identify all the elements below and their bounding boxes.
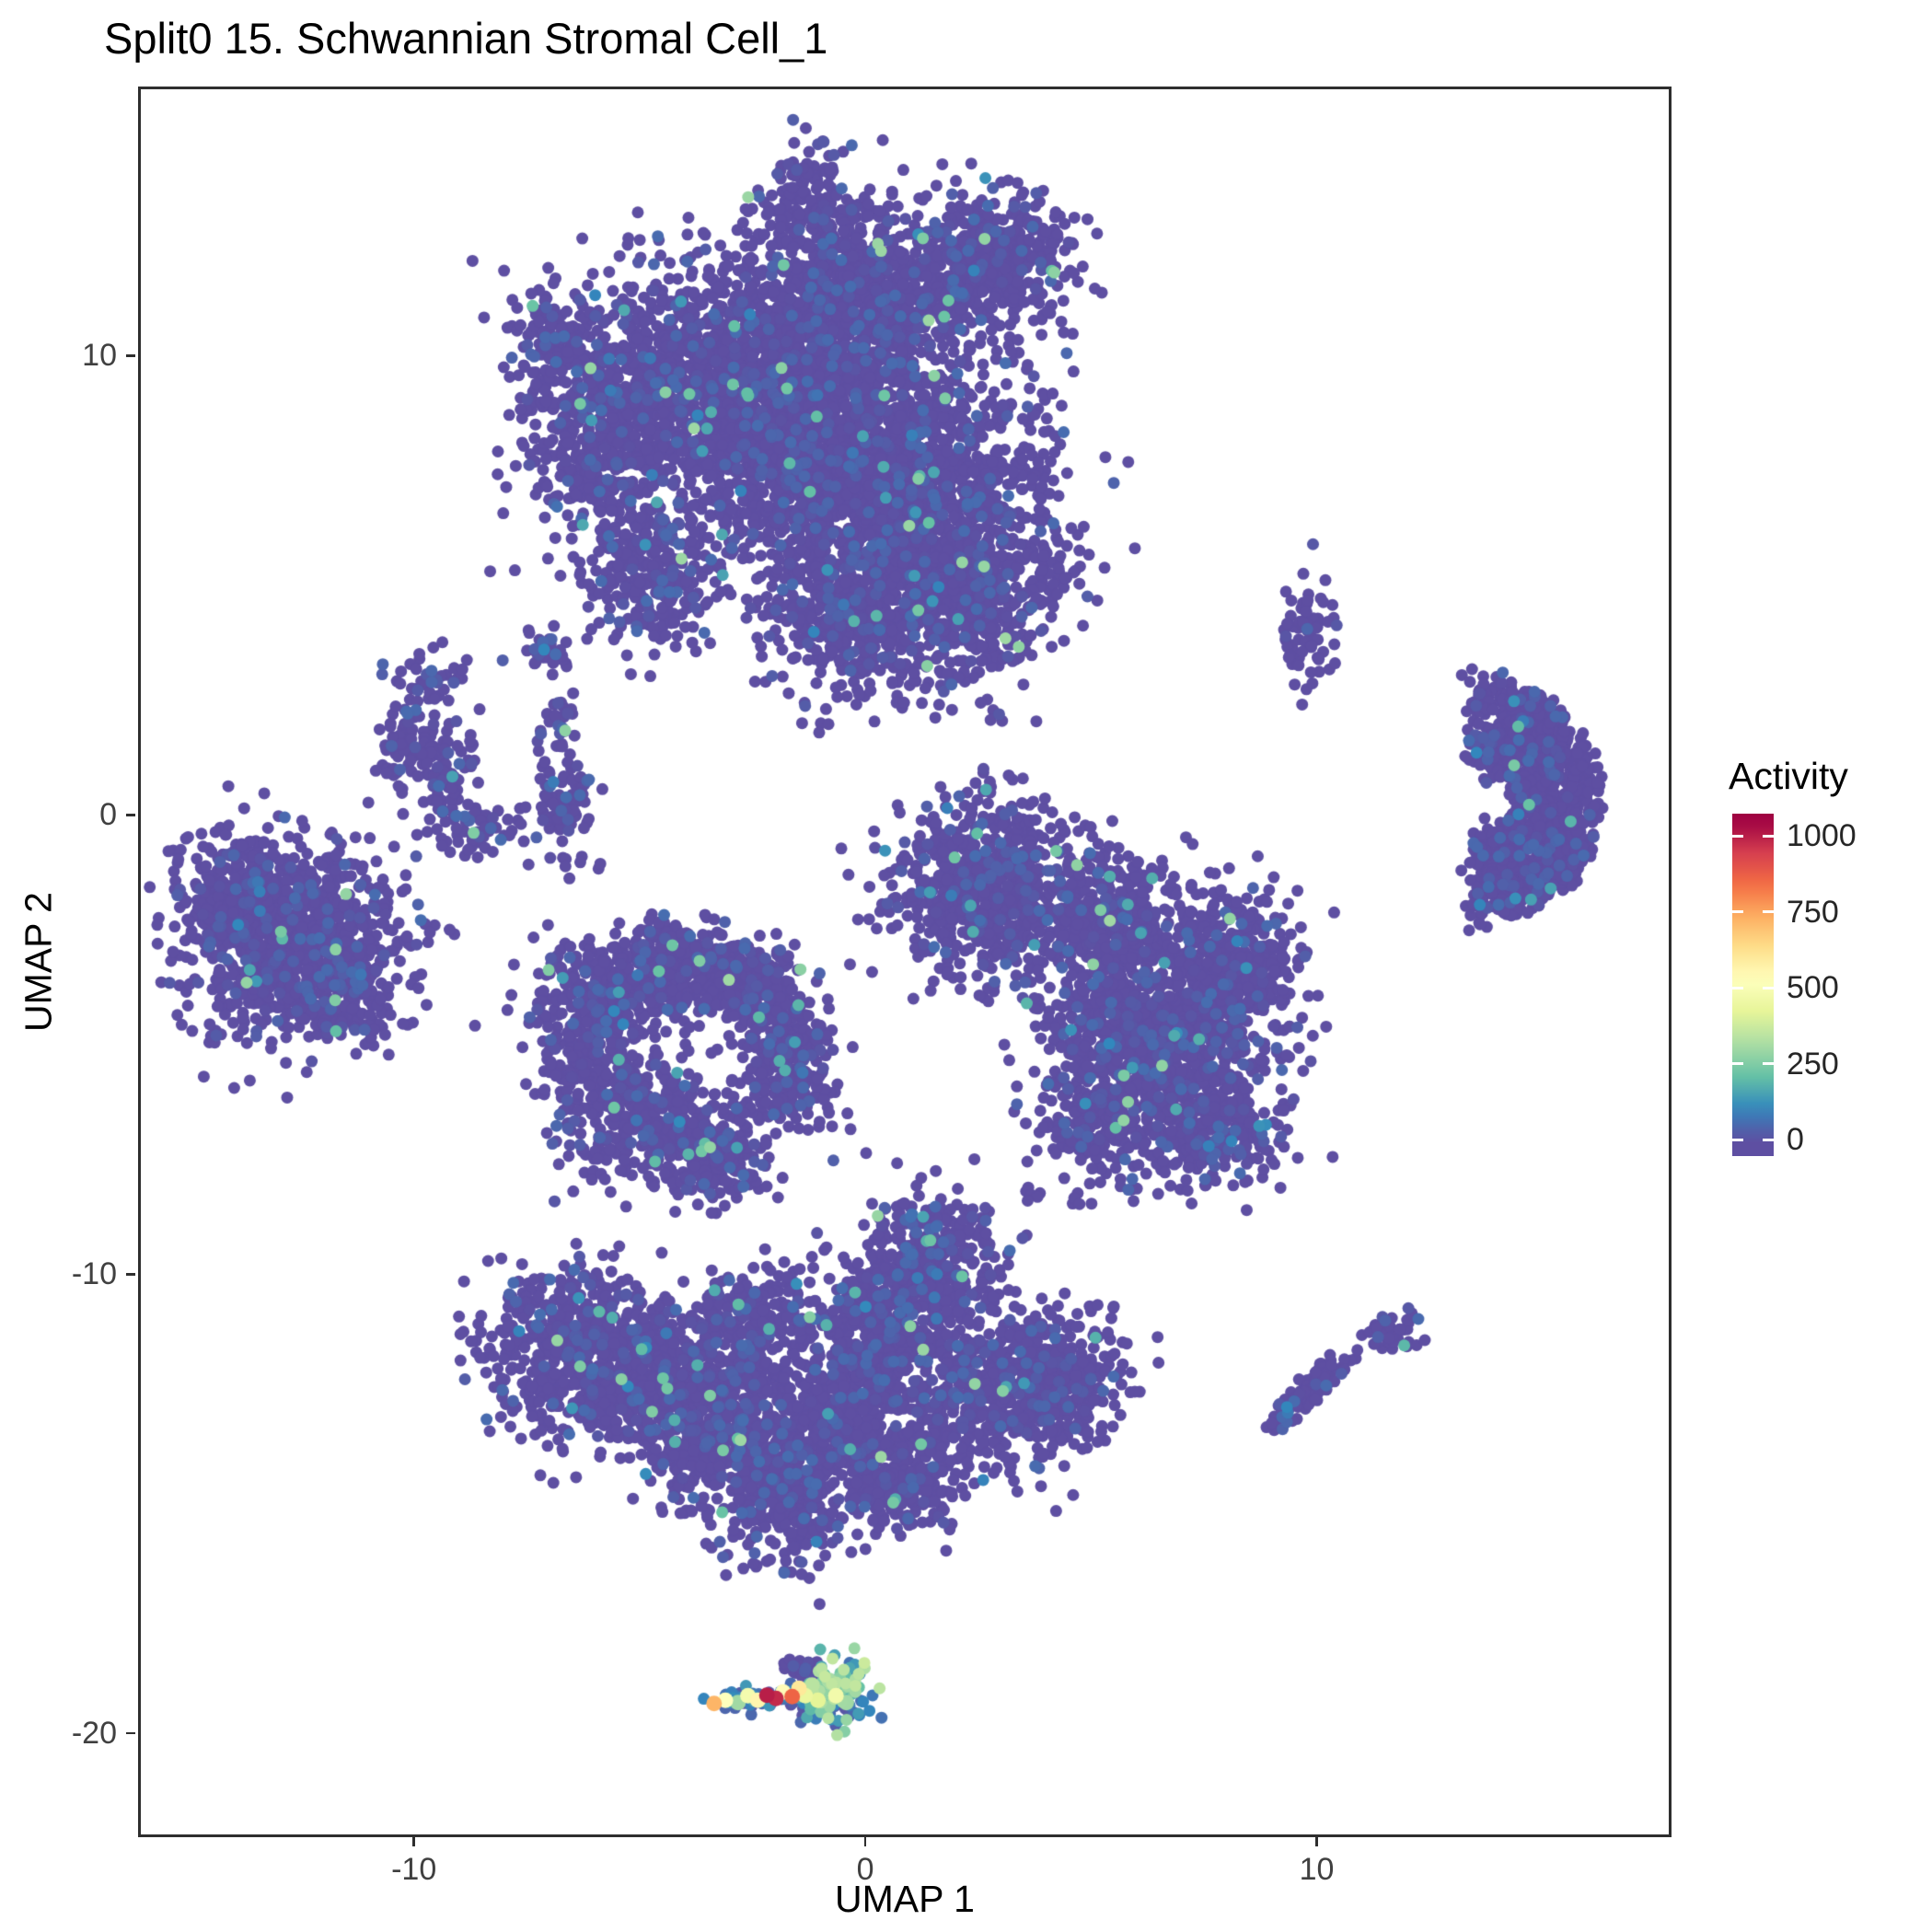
legend-tick-mark [1732, 910, 1743, 914]
legend-colorbar [1732, 814, 1774, 1156]
umap-scatter-canvas [141, 89, 1669, 1834]
plot-title: Split0 15. Schwannian Stromal Cell_1 [104, 14, 828, 63]
y-tick-mark [126, 354, 135, 357]
y-tick-label: -10 [71, 1256, 117, 1292]
legend-tick-mark [1732, 1138, 1743, 1141]
x-tick-mark [863, 1837, 867, 1846]
legend-tick-mark [1763, 986, 1774, 989]
y-tick-label: 0 [99, 797, 117, 833]
x-tick-mark [412, 1837, 415, 1846]
legend-tick-mark [1732, 986, 1743, 989]
legend-tick-mark [1763, 834, 1774, 838]
legend-title: Activity [1729, 755, 1848, 797]
y-tick-mark [126, 814, 135, 816]
x-tick-label: -10 [391, 1852, 437, 1887]
y-tick-label: -20 [71, 1716, 117, 1752]
legend-tick-label: 1000 [1787, 818, 1857, 854]
x-tick-label: 10 [1299, 1852, 1335, 1887]
x-tick-mark [1315, 1837, 1318, 1846]
legend-tick-mark [1763, 910, 1774, 914]
legend-tick-label: 500 [1787, 970, 1839, 1006]
legend-tick-mark [1763, 1062, 1774, 1066]
legend-tick-label: 0 [1787, 1122, 1804, 1158]
y-axis-title: UMAP 2 [17, 892, 60, 1032]
y-tick-mark [126, 1273, 135, 1276]
y-tick-mark [126, 1731, 135, 1735]
legend-tick-mark [1763, 1138, 1774, 1141]
x-axis-title: UMAP 1 [835, 1878, 975, 1920]
x-tick-label: 0 [856, 1852, 874, 1887]
y-tick-label: 10 [82, 338, 117, 374]
legend-tick-mark [1732, 1062, 1743, 1066]
legend-tick-mark [1732, 834, 1743, 838]
plot-panel [138, 87, 1672, 1837]
legend-tick-label: 250 [1787, 1046, 1839, 1082]
legend-tick-label: 750 [1787, 894, 1839, 930]
